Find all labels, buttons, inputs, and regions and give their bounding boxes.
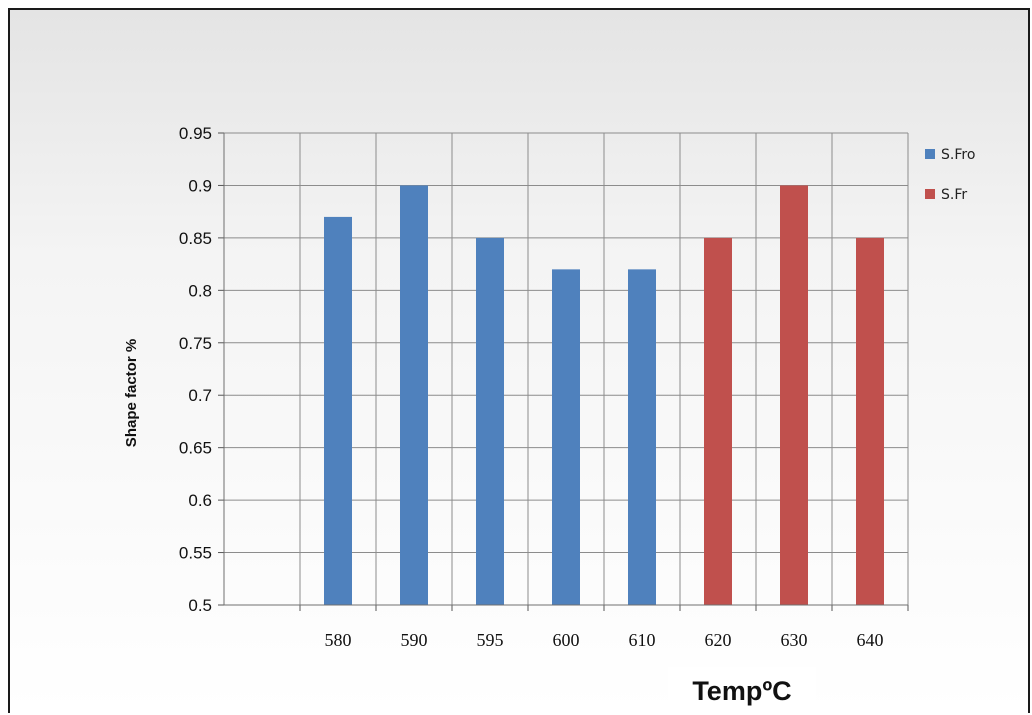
- legend-label: S.Fro: [941, 147, 975, 163]
- x-tick-label: 630: [781, 630, 808, 650]
- y-tick-label: 0.55: [179, 544, 212, 563]
- bar-S.Fro-610: [628, 269, 656, 605]
- legend-swatch: [925, 189, 935, 199]
- y-tick-labels: 0.5 0.55 0.6 0.65 0.7 0.75 0.8 0.85 0.9 0.95: [179, 124, 212, 615]
- legend-swatch: [925, 149, 935, 159]
- y-tick-label: 0.5: [188, 596, 212, 615]
- bar-S.Fr-640: [856, 237, 884, 605]
- bar-S.Fro-600: [552, 269, 580, 605]
- x-tick-labels: 580 590 595 600 610 620 630 640: [325, 630, 884, 650]
- x-tick-label: 590: [401, 630, 428, 650]
- bars: [324, 185, 884, 605]
- x-tick-label: 640: [857, 630, 884, 650]
- bar-S.Fro-580: [324, 216, 352, 605]
- bar-S.Fr-630: [780, 185, 808, 605]
- y-tick-label: 0.75: [179, 334, 212, 353]
- y-tick-label: 0.7: [188, 386, 212, 405]
- bar-S.Fro-595: [476, 237, 504, 605]
- legend: S.Fro S.Fr: [925, 147, 975, 203]
- y-axis-label: Shape factor %: [123, 339, 140, 447]
- x-tick-label: 600: [553, 630, 580, 650]
- x-axis-label: TempºC: [668, 667, 816, 715]
- y-tick-label: 0.65: [179, 439, 212, 458]
- y-tick-label: 0.85: [179, 229, 212, 248]
- legend-label: S.Fr: [941, 187, 967, 203]
- x-axis-label-text: TempºC: [692, 675, 792, 706]
- bar-S.Fro-590: [400, 185, 428, 605]
- bar-S.Fr-620: [704, 237, 732, 605]
- x-tick-label: 595: [477, 630, 504, 650]
- y-tick-label: 0.9: [188, 176, 212, 195]
- axes: [218, 132, 909, 611]
- x-tick-label: 620: [705, 630, 732, 650]
- x-tick-label: 580: [325, 630, 352, 650]
- y-tick-label: 0.8: [188, 281, 212, 300]
- y-tick-label: 0.6: [188, 491, 212, 510]
- y-tick-label: 0.95: [179, 124, 212, 143]
- x-tick-label: 610: [629, 630, 656, 650]
